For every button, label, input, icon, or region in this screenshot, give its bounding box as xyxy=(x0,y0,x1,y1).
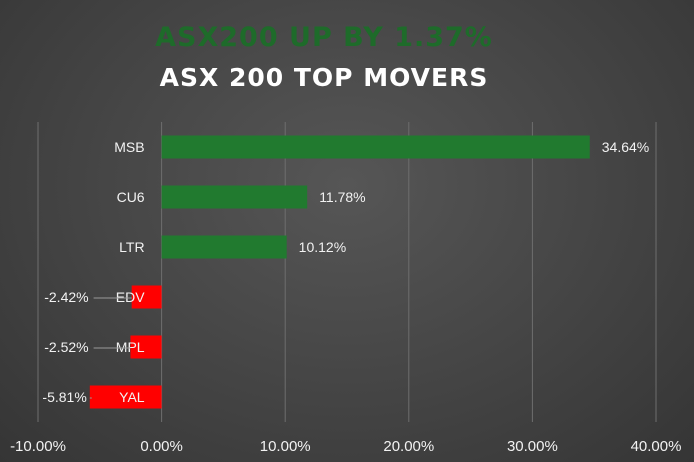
category-label: MPL xyxy=(116,339,145,355)
bar-mpl xyxy=(130,335,162,359)
bar-cu6 xyxy=(161,185,308,209)
bar-msb xyxy=(161,135,590,159)
x-axis: -10.00% 0.00% 10.00% 20.00% 30.00% 40.00% xyxy=(10,438,681,455)
x-tick-label: 20.00% xyxy=(383,438,434,455)
x-tick-label: 0.00% xyxy=(140,438,183,455)
category-label: YAL xyxy=(119,389,145,405)
category-label: LTR xyxy=(119,239,144,255)
chart-title: ASX 200 TOP MOVERS xyxy=(160,63,489,92)
category-label: CU6 xyxy=(117,189,145,205)
gridlines xyxy=(37,122,657,422)
value-label: 34.64% xyxy=(602,139,649,155)
value-label: 11.78% xyxy=(319,189,365,205)
value-label: -2.52% xyxy=(44,339,88,355)
chart-subtitle: ASX200 UP BY 1.37% xyxy=(155,22,493,53)
bars xyxy=(89,135,590,409)
x-tick-label: 10.00% xyxy=(260,438,311,455)
labels: MSB 34.64% CU6 11.78% LTR 10.12% EDV -2.42% MPL -… xyxy=(42,139,649,405)
category-label: EDV xyxy=(116,289,145,305)
x-tick-label: -10.00% xyxy=(10,438,66,455)
x-tick-label: 40.00% xyxy=(631,438,682,455)
value-label: -5.81% xyxy=(42,389,86,405)
bar-yal xyxy=(89,385,162,409)
x-tick-label: 30.00% xyxy=(507,438,558,455)
bar-ltr xyxy=(161,235,287,259)
value-label: 10.12% xyxy=(299,239,346,255)
category-label: MSB xyxy=(114,139,144,155)
value-label: -2.42% xyxy=(44,289,88,305)
bar-edv xyxy=(131,285,162,309)
